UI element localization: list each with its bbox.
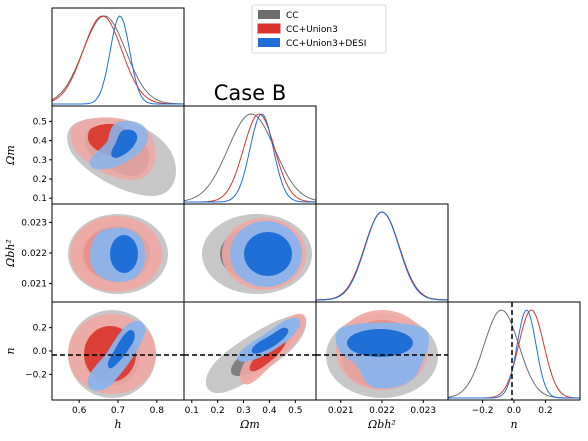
x-axis-label-n: n (510, 418, 517, 431)
x-axis-label-omega-b: Ωbh² (367, 418, 396, 431)
marginal-curve-cc-union3-desi (184, 113, 316, 203)
y-tick-label: 0.1 (33, 194, 47, 204)
y-tick-label: 0.0 (33, 347, 48, 357)
legend-label-cc: CC (286, 11, 299, 21)
marginal-curve-cc-union3-desi (52, 15, 184, 105)
contour-omega-b-vs-h (68, 214, 168, 294)
legend: CC CC+Union3 CC+Union3+DESI (251, 4, 387, 54)
x-tick-label: 0.022 (369, 406, 395, 416)
marginal-h-panel (52, 15, 184, 105)
legend-swatch-union3 (257, 23, 281, 34)
frame-omega-b-marginal (315, 203, 449, 303)
frame-omega-m-marginal (183, 105, 317, 205)
x-tick-label: 0.1 (185, 406, 199, 416)
x-tick-label: 0.023 (410, 406, 436, 416)
y-tick-label: 0.3 (33, 156, 47, 166)
y-axis-label-n: n (4, 347, 17, 354)
x-tick-label: 0.2 (538, 406, 552, 416)
legend-label-union3: CC+Union3 (286, 25, 338, 35)
x-tick-label: 0.3 (236, 406, 250, 416)
contour-n-vs-h (68, 310, 156, 398)
y-tick-label: 0.5 (33, 117, 47, 127)
y-tick-label: 0.022 (21, 249, 47, 259)
x-tick-label: 0.021 (328, 406, 354, 416)
desi-contour-inner (107, 330, 135, 369)
legend-swatch-cc (258, 10, 280, 19)
y-tick-label: 0.023 (21, 218, 47, 228)
marginal-n-panel (448, 309, 580, 399)
marginal-omega-m-panel (184, 113, 316, 203)
legend-swatch-desi (258, 38, 280, 47)
x-tick-label: 0.7 (111, 406, 125, 416)
y-tick-label: 0.021 (21, 280, 47, 290)
x-tick-label: 0.0 (507, 406, 522, 416)
marginal-curve-cc-union3 (316, 211, 448, 301)
y-tick-label: 0.2 (33, 175, 47, 185)
marginal-curve-cc-union3-desi (316, 211, 448, 301)
x-tick-label: 0.5 (288, 406, 302, 416)
y-axis-label-omega-m: Ωm (4, 145, 17, 166)
x-tick-label: 0.6 (72, 406, 87, 416)
y-tick-label: 0.4 (33, 137, 48, 147)
desi-contour-inner (111, 129, 138, 158)
marginal-omega-b-panel (316, 211, 448, 301)
desi-contour-inner (244, 232, 292, 276)
y-tick-label: 0.2 (33, 324, 47, 334)
marginal-curve-cc (448, 309, 580, 399)
marginal-curve-cc (316, 211, 448, 301)
desi-contour-inner (110, 235, 138, 273)
x-tick-label: 0.4 (262, 406, 277, 416)
desi-contour-inner (251, 327, 289, 354)
axis-ticks: 0.6 0.7 0.8 0.1 0.2 0.3 0.4 0.5 0.021 0.022 0.023 −… (21, 117, 552, 416)
x-axis-label-h: h (114, 418, 121, 431)
frame-h-marginal (51, 7, 185, 107)
legend-label-desi: CC+Union3+DESI (286, 39, 366, 49)
contour-n-vs-omega-b (326, 310, 438, 398)
legend-frame (251, 4, 387, 54)
y-axis-label-omega-b: Ωbh² (4, 239, 17, 268)
marginal-curve-cc (52, 15, 184, 105)
marginal-curve-cc-union3-desi (448, 309, 580, 399)
y-tick-label: −0.2 (25, 370, 47, 380)
contour-n-vs-omega-m (205, 313, 307, 394)
marginal-curve-cc (184, 113, 316, 202)
x-axis-label-omega-m: Ωm (239, 418, 260, 431)
desi-contour-inner (347, 329, 413, 357)
x-tick-label: 0.8 (150, 406, 165, 416)
contour-omega-m-vs-h (67, 117, 176, 196)
x-tick-label: −0.2 (472, 406, 494, 416)
x-tick-label: 0.2 (210, 406, 224, 416)
case-annotation: Case B (214, 81, 286, 105)
contour-omega-b-vs-omega-m (202, 214, 312, 294)
marginal-curve-cc-union3 (52, 15, 184, 105)
